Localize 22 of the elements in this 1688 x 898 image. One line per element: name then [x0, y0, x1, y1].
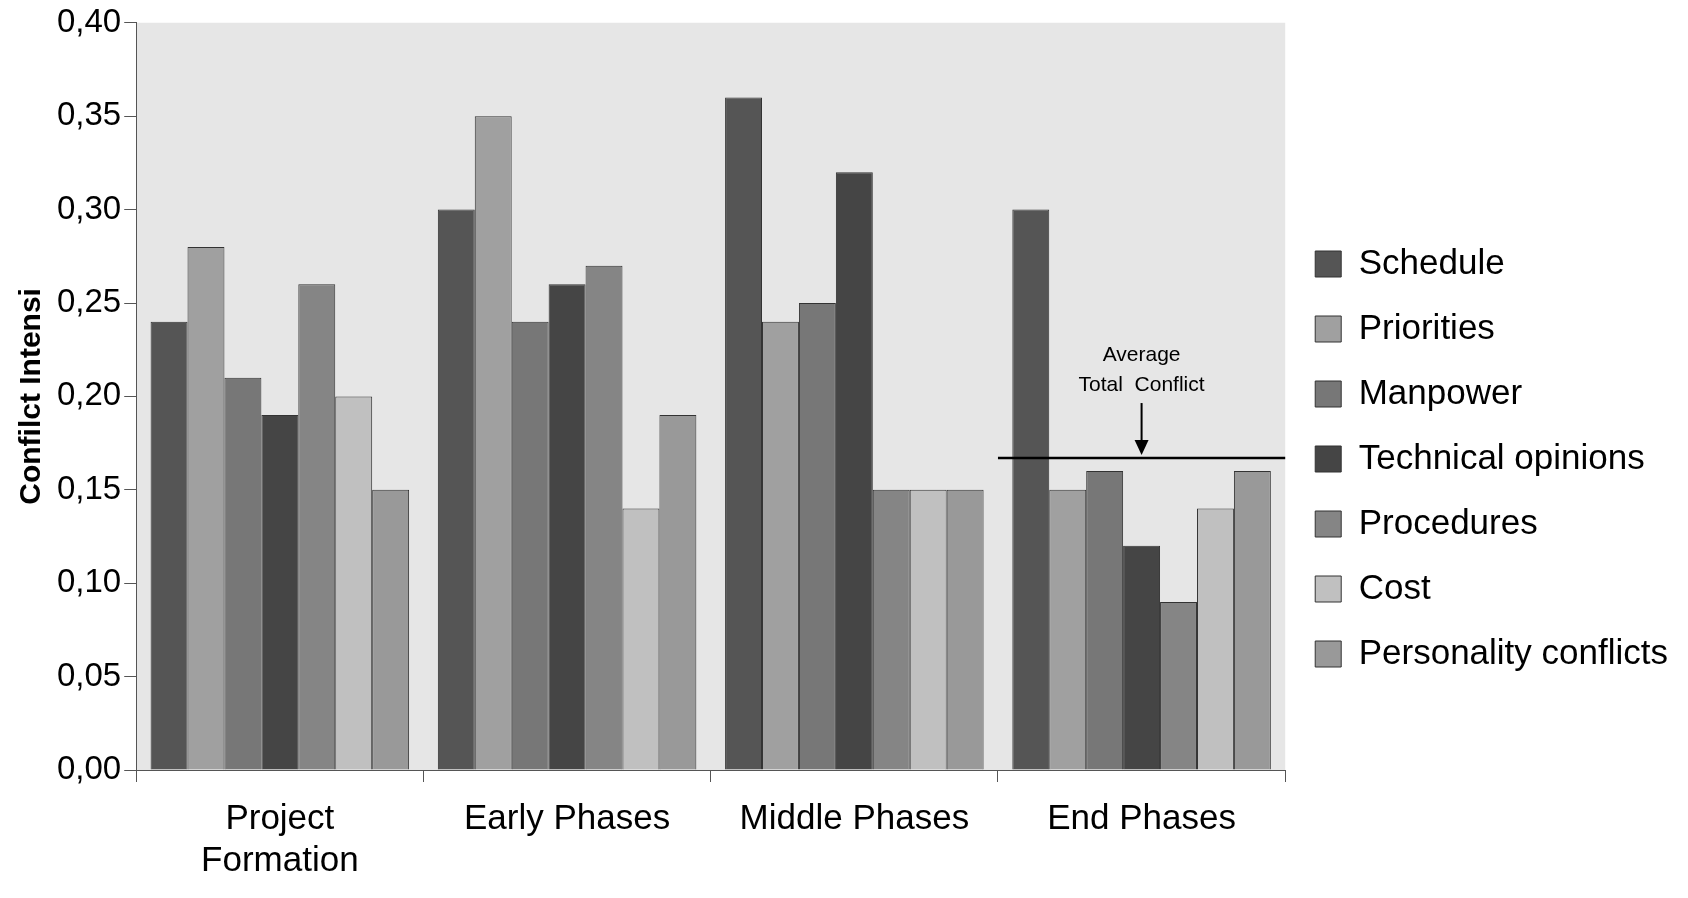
legend-label: Priorities: [1358, 306, 1495, 346]
x-tick-label: End Phases: [1047, 796, 1236, 836]
legend-label: Technical opinions: [1358, 436, 1645, 476]
y-tick-label: 0,10: [56, 562, 122, 600]
ref-line-label: Average Total Conflict: [1078, 342, 1205, 396]
y-tick-label: 0,35: [56, 95, 122, 133]
y-tick-label: 0,25: [56, 282, 122, 320]
legend-label: Schedule: [1358, 241, 1505, 281]
y-tick-label: 0,00: [56, 749, 122, 787]
legend-label: Cost: [1358, 566, 1431, 606]
x-tick-label: Project Formation: [201, 796, 359, 878]
legend-label: Procedures: [1358, 501, 1538, 541]
y-tick-label: 0,05: [56, 655, 122, 693]
x-tick-label: Early Phases: [463, 796, 671, 836]
y-axis-title: Confilct Intensi: [13, 288, 47, 505]
y-tick-label: 0,20: [56, 375, 122, 413]
y-tick-label: 0,40: [56, 1, 122, 39]
y-tick-label: 0,15: [56, 468, 122, 506]
y-tick-label: 0,30: [56, 188, 122, 226]
x-tick-label: Middle Phases: [739, 796, 970, 836]
legend-label: Personality conflicts: [1358, 631, 1668, 671]
legend-label: Manpower: [1358, 371, 1523, 411]
